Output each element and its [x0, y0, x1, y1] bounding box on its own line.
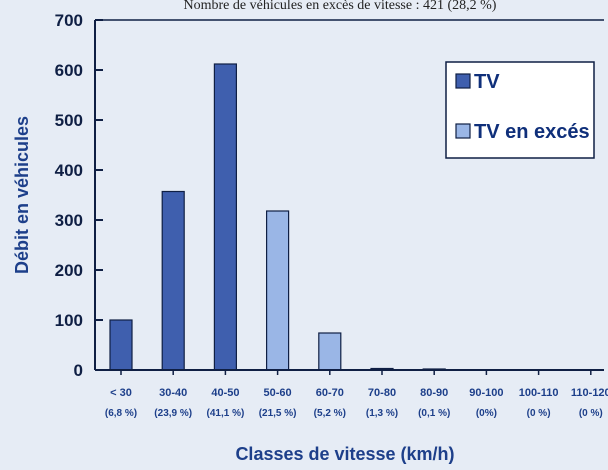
x-category-percent: (0,1 %): [418, 408, 450, 419]
bar-tv: [161, 190, 185, 371]
legend-swatch-tv: [455, 73, 471, 89]
x-category-percent: (41,1 %): [207, 408, 245, 419]
x-category-percent: (5,2 %): [314, 408, 346, 419]
x-category-label: 40-50: [211, 387, 239, 399]
y-tick-label: 700: [55, 11, 83, 30]
x-category-percent: (21,5 %): [259, 408, 297, 419]
legend: TV TV en excés: [445, 61, 595, 159]
x-category-label: 100-110: [519, 387, 559, 399]
y-tick-label: 500: [55, 111, 83, 130]
bar-tv: [109, 319, 133, 371]
legend-box: [445, 61, 595, 159]
legend-label-tv-en-exces: TV en excés: [474, 121, 590, 143]
x-category-percent: (6,8 %): [105, 408, 137, 419]
y-axis-title: Débit en véhicules: [12, 116, 32, 274]
x-category-percent: (23,9 %): [154, 408, 192, 419]
x-axis-title: Classes de vitesse (km/h): [235, 444, 454, 464]
y-tick-label: 100: [55, 311, 83, 330]
x-category-percent: (0%): [476, 408, 497, 419]
x-category-label: 30-40: [159, 387, 187, 399]
y-tick-label: 0: [74, 361, 83, 380]
x-category-label: 70-80: [368, 387, 396, 399]
y-axis-ticks: 0 100 200 300 400 500 600 700: [55, 11, 103, 380]
y-tick-label: 200: [55, 261, 83, 280]
bar-tv-en-exces: [266, 210, 290, 371]
x-category-percent: (1,3 %): [366, 408, 398, 419]
x-category-percent: (0 %): [579, 408, 603, 419]
y-tick-label: 400: [55, 161, 83, 180]
x-category-label: 50-60: [264, 387, 292, 399]
bars: [109, 63, 446, 371]
legend-label-tv: TV: [474, 71, 500, 93]
x-category-percent: (0 %): [527, 408, 551, 419]
y-tick-label: 300: [55, 211, 83, 230]
bar-tv-en-exces: [318, 332, 342, 371]
y-tick-label: 600: [55, 61, 83, 80]
x-category-label: < 30: [110, 387, 132, 399]
bar-tv: [213, 63, 237, 371]
chart-note: Nombre de véhicules en excès de vitesse …: [184, 0, 497, 13]
x-category-label: 90-100: [469, 387, 503, 399]
x-category-label: 60-70: [316, 387, 344, 399]
x-axis-labels: < 30 (6,8 %) 30-40 (23,9 %) 40-50 (41,1 %) 50-…: [105, 370, 608, 419]
x-category-label: 80-90: [420, 387, 448, 399]
legend-swatch-tv-en-exces: [455, 123, 471, 139]
x-category-label: 110-120: [571, 387, 608, 399]
